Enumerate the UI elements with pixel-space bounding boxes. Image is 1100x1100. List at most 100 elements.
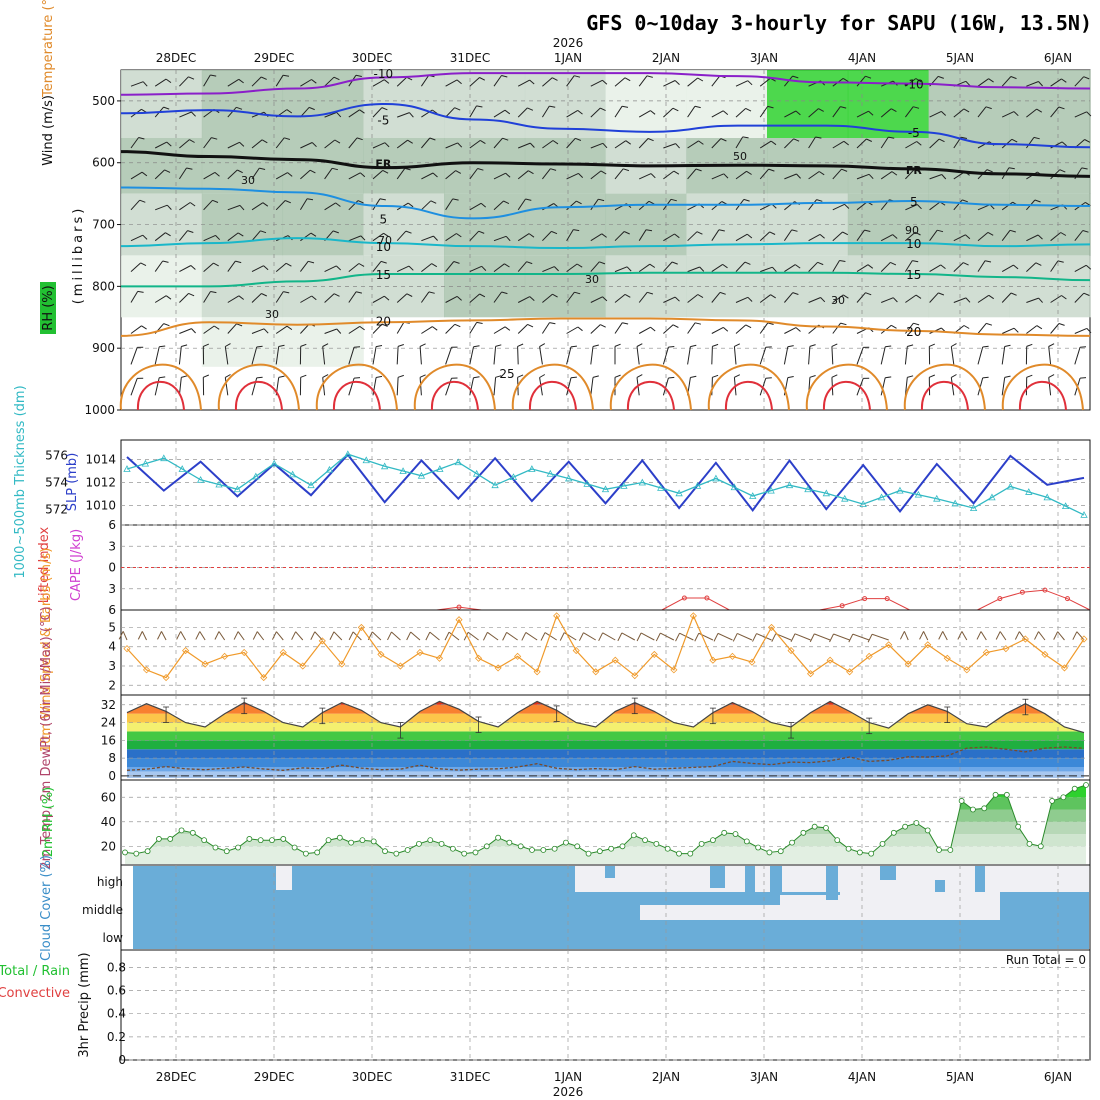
upper-wind-barb	[275, 291, 284, 303]
surface-wind-barb	[487, 631, 499, 641]
rh-marker	[302, 850, 309, 857]
thickness-marker	[1061, 502, 1070, 510]
upper-wind-barb-flag	[1026, 343, 1033, 347]
upper-wind-barb	[203, 234, 216, 242]
wind-speed-marker	[963, 666, 971, 674]
upper-wind-barb-flag	[382, 169, 389, 174]
upper-wind-barb	[154, 346, 160, 365]
upper-wind-barb-flag	[359, 109, 365, 114]
wind-speed-marker	[299, 662, 307, 670]
upper-wind-barb	[203, 291, 211, 303]
rh-marker	[777, 848, 784, 855]
surface-wind-barb-flag	[444, 631, 450, 641]
surface-wind-barb-flag	[406, 631, 412, 641]
upper-wind-barb	[324, 328, 337, 334]
li-segment	[1044, 589, 1068, 600]
upper-wind-barb	[469, 105, 477, 118]
rh-2m-label: 2m RH (%)	[41, 787, 56, 858]
rh-marker	[246, 836, 253, 842]
surface-wind-barb	[506, 631, 518, 641]
thickness-marker	[528, 465, 536, 472]
upper-wind-barb-flag	[1086, 328, 1092, 334]
top-date-label: 31DEC	[450, 51, 490, 65]
upper-wind-barb-flag	[549, 322, 556, 325]
rh-marker	[879, 840, 886, 847]
thickness-label: 1000~500mb Thickness (dm)	[13, 385, 28, 578]
upper-wind-barb	[687, 266, 700, 273]
surface-wind-barb	[980, 631, 987, 641]
bottom-date-label: 6JAN	[1044, 1070, 1072, 1084]
upper-wind-barb-flag	[428, 291, 435, 294]
isotherm-30-loop	[528, 380, 577, 411]
upper-wind-barb	[663, 143, 676, 149]
upper-wind-barb-flag	[354, 377, 361, 379]
cloud-block	[826, 866, 838, 900]
upper-wind-barb-flag	[622, 105, 629, 108]
wind-speed-marker	[533, 668, 541, 676]
upper-wind-barb-flag	[357, 200, 364, 204]
surface-wind-barb-flag	[195, 631, 201, 640]
upper-wind-barb	[396, 168, 406, 180]
upper-wind-barb-flag	[1061, 295, 1067, 300]
upper-wind-barb-flag	[938, 138, 945, 143]
upper-wind-barb-flag	[646, 75, 653, 78]
upper-wind-barb-flag	[358, 263, 365, 267]
upper-wind-barb	[517, 107, 528, 118]
surface-wind-barb-flag	[214, 631, 220, 640]
upper-wind-barb	[759, 140, 772, 149]
isotherm-25-loop	[217, 363, 300, 411]
upper-wind-barb-flag	[674, 233, 680, 239]
upper-wind-barb	[421, 200, 432, 211]
upper-wind-barb	[784, 264, 796, 273]
thickness-marker	[896, 486, 904, 494]
upper-wind-barb	[275, 200, 286, 211]
upper-wind-barb-flag	[311, 142, 317, 148]
upper-wind-barb-flag	[623, 231, 630, 235]
upper-wind-barb	[445, 79, 458, 87]
rh-band	[125, 846, 1086, 864]
upper-wind-barb-flag	[1004, 344, 1011, 347]
upper-wind-barb-flag	[165, 232, 171, 237]
upper-wind-barb	[905, 231, 916, 242]
upper-wind-barb	[953, 234, 966, 242]
upper-wind-barb	[638, 173, 652, 180]
rh-cell	[121, 138, 203, 194]
rh-2m-panel: 20 40 60	[101, 779, 1091, 866]
upper-wind-barb-flag	[623, 168, 630, 172]
upper-wind-barb-flag	[1080, 346, 1087, 348]
upper-wind-barb	[251, 293, 262, 303]
rh-label: RH (%)	[41, 285, 56, 330]
upper-wind-barb	[420, 291, 430, 303]
surface-wind-barb	[602, 632, 616, 641]
upper-wind-barb	[880, 377, 886, 396]
rh-marker	[710, 837, 716, 844]
upper-wind-barb	[179, 76, 189, 87]
cloud-gap	[640, 905, 780, 920]
rh-contour-label: 30	[241, 174, 255, 187]
upper-wind-barb-flag	[187, 230, 194, 233]
surface-wind-barb-flag	[694, 633, 700, 642]
surface-wind-barb	[141, 631, 147, 641]
precip-label: 3hr Precip (mm)	[77, 952, 92, 1057]
upper-wind-barb-flag	[473, 376, 480, 379]
upper-wind-barb-flag	[336, 328, 342, 334]
rh-marker	[461, 850, 468, 857]
upper-wind-barb	[808, 297, 821, 303]
upper-wind-barb-flag	[495, 344, 502, 347]
upper-wind-barb	[953, 297, 967, 303]
upper-wind-barb-flag	[188, 292, 195, 297]
upper-wind-barb-flag	[937, 75, 944, 79]
precip-panel: 0 0.2 0.4 0.6 0.8	[107, 949, 1091, 1067]
surface-wind-barb	[333, 631, 343, 641]
upper-wind-barb	[784, 327, 797, 334]
upper-wind-barb-flag	[331, 167, 339, 171]
upper-wind-barb	[711, 263, 723, 273]
upper-wind-barb	[517, 261, 527, 272]
li-marker	[839, 603, 845, 609]
upper-wind-barb	[1074, 264, 1087, 273]
upper-wind-barb-flag	[191, 111, 196, 117]
upper-wind-barb	[977, 260, 986, 272]
li-marker	[1042, 587, 1048, 593]
upper-wind-barb	[1001, 201, 1013, 211]
upper-wind-barb	[469, 346, 474, 365]
